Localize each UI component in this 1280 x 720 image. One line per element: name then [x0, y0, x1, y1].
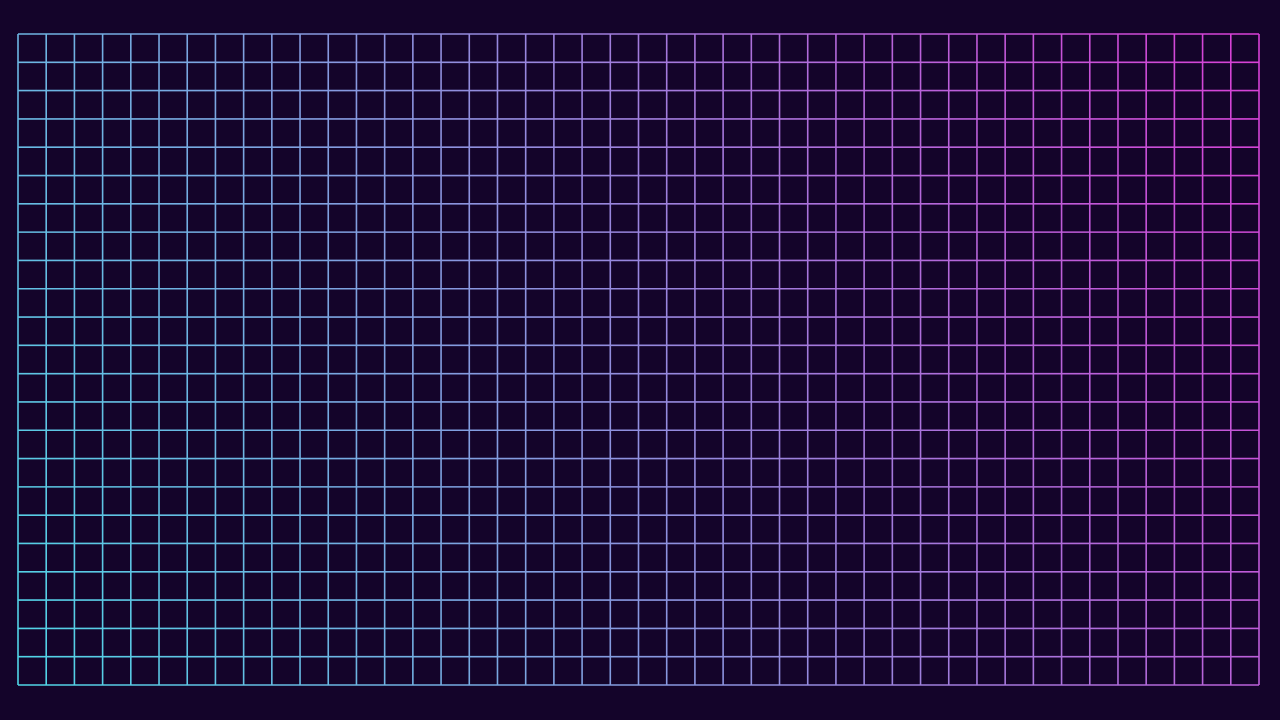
neon-grid-icon — [17, 33, 1260, 686]
